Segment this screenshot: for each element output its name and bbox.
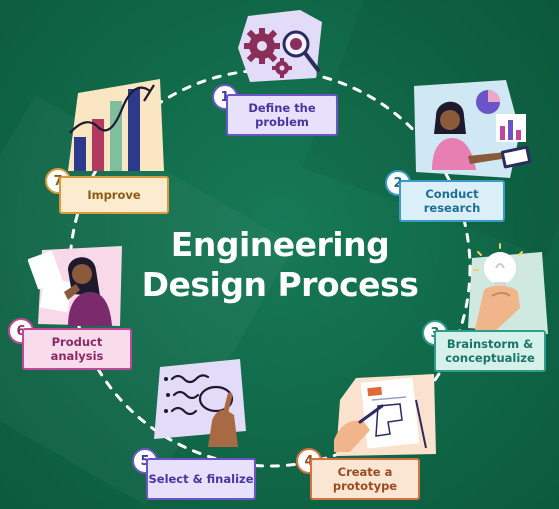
gears-magnifier-illustration	[230, 8, 330, 88]
step-label: Create a prototype	[310, 458, 420, 500]
rising-bar-chart-illustration	[60, 75, 170, 175]
step-label: Improve	[59, 176, 169, 214]
step-label: Brainstorm & conceptualize	[434, 330, 546, 372]
step-label: Conduct research	[399, 180, 505, 222]
diagram-title-line-1: Engineering	[130, 225, 430, 265]
bar-chart-icon	[496, 114, 526, 142]
pie-chart-icon	[476, 90, 500, 114]
step-label: Define the problem	[226, 94, 338, 136]
blueprint-illustration	[330, 370, 440, 460]
blueprint-sheet-icon	[361, 377, 420, 448]
hand-lightbulb-illustration	[462, 238, 552, 338]
step-label: Select & finalize	[146, 458, 256, 500]
diagram-title-line-2: Design Process	[130, 265, 430, 305]
step-label: Product analysis	[22, 328, 132, 370]
woman-with-tablet-illustration	[410, 72, 550, 182]
gear-icon	[244, 28, 280, 64]
product-analysis-illustration	[28, 240, 128, 330]
notes-illustration	[150, 355, 250, 450]
